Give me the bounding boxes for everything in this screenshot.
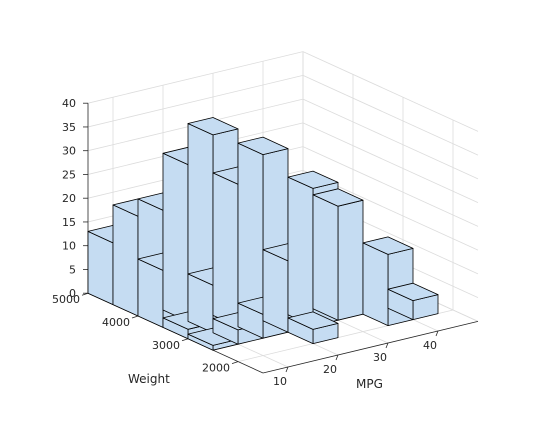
bar-side-face <box>287 176 314 327</box>
y-tick-label: 4000 <box>102 316 130 329</box>
bar-side-face <box>137 258 164 328</box>
z-tick-label: 30 <box>62 145 76 158</box>
z-gridline-back-wall <box>87 74 304 128</box>
bar-side-face <box>112 204 139 317</box>
bar-side-face <box>312 194 339 321</box>
z-tick-label: 25 <box>62 168 76 181</box>
bar-top-face <box>387 282 439 302</box>
x-axis-label: MPG <box>356 377 383 391</box>
bar-top-face <box>287 170 339 189</box>
y-tick-label: 5000 <box>52 293 80 306</box>
y-tick-mark <box>131 315 139 319</box>
y-tick-label: 2000 <box>202 362 230 375</box>
z-gridline-side-wall <box>302 122 479 204</box>
x-tick-label: 40 <box>423 339 437 352</box>
x-tick-label: 20 <box>323 363 337 376</box>
x-axis-line <box>262 321 479 374</box>
y-tick-mark <box>231 361 239 364</box>
x-tick-mark <box>285 366 289 373</box>
histogram-bar <box>312 188 364 321</box>
label-layer: MPG Weight <box>128 372 383 391</box>
bar-front-face <box>337 199 364 321</box>
z-gridline-side-wall <box>302 74 479 156</box>
z-tick-label: 20 <box>62 192 76 205</box>
x-tick-mark <box>435 330 439 337</box>
bar-side-face <box>262 249 289 333</box>
z-tick-label: 10 <box>62 240 76 253</box>
z-tick-label: 15 <box>62 216 76 229</box>
bar-side-face <box>87 230 114 306</box>
bar-top-face <box>287 311 339 330</box>
z-tick-label: 40 <box>62 97 76 110</box>
x-tick-mark <box>335 354 339 361</box>
z-gridline-side-wall <box>302 98 479 180</box>
bar-side-face <box>162 152 189 322</box>
z-gridline-side-wall <box>302 51 479 132</box>
bar-side-face <box>212 172 239 328</box>
z-gridline-side-wall <box>302 146 479 227</box>
y-tick-mark <box>181 338 189 342</box>
bar-top-face <box>187 117 239 136</box>
bar-top-face <box>312 188 364 207</box>
y-tick-label: 3000 <box>152 339 180 352</box>
x-tick-label: 30 <box>373 351 387 364</box>
x-tick-label: 10 <box>273 375 287 388</box>
y-axis-label: Weight <box>128 372 170 386</box>
x-tick-mark <box>385 342 389 349</box>
histogram-bar <box>387 282 439 321</box>
z-tick-label: 35 <box>62 121 76 134</box>
bar-side-face <box>237 142 264 322</box>
histogram-bar <box>287 311 339 345</box>
bar-top-face <box>362 236 414 255</box>
z-tick-label: 5 <box>69 263 76 276</box>
z-tick-label: 0 <box>69 287 76 300</box>
bar-side-face <box>362 242 389 327</box>
z-gridline-back-wall <box>87 51 304 104</box>
histogram-bar <box>187 327 239 351</box>
bar-layer <box>87 117 439 351</box>
bar-top-face <box>237 136 289 156</box>
